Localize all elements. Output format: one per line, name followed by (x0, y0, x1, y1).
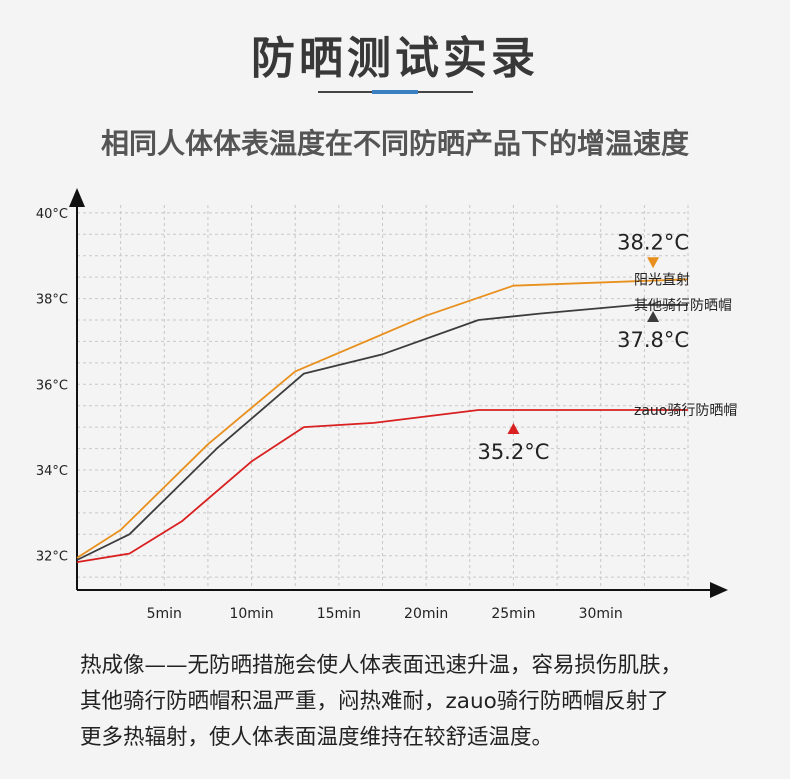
annotation-marker-2 (647, 311, 660, 322)
y-tick-label: 38°C (36, 293, 68, 308)
annotation-marker-3 (507, 423, 520, 434)
page-subtitle: 相同人体体表温度在不同防晒产品下的增温速度 (100, 127, 689, 160)
description-line-3: 更多热辐射，使人体表面温度维持在较舒适温度。 (80, 725, 554, 750)
x-tick-label: 15min (317, 606, 361, 622)
description-line-2: 其他骑行防晒帽积温严重，闷热难耐，zauo骑行防晒帽反射了 (80, 689, 669, 714)
x-tick-label: 10min (229, 606, 273, 622)
series-label-1: 阳光直射 (634, 271, 690, 288)
series-line-3 (76, 409, 688, 563)
annotation-marker-1 (647, 257, 660, 269)
y-tick-label: 32°C (36, 550, 68, 565)
series-label-2: 其他骑行防晒帽 (634, 298, 732, 314)
description-line-1: 热成像——无防晒措施会使人体表面迅速升温，容易损伤肌肤， (80, 653, 683, 678)
x-tick-label: 20min (404, 606, 448, 622)
x-tick-label: 25min (491, 606, 535, 622)
x-tick-label: 5min (147, 606, 182, 622)
temperature-chart: 32°C 34°C 36°C 38°C 40°C 5min 10min 15min 20min 2… (36, 188, 737, 622)
y-tick-label: 34°C (36, 464, 68, 479)
series-label-3: zauo骑行防晒帽 (634, 403, 737, 419)
description: 热成像——无防晒措施会使人体表面迅速升温，容易损伤肌肤， 其他骑行防晒帽积温严重… (80, 648, 760, 756)
series-line-2 (76, 304, 688, 561)
series-line-1 (76, 278, 689, 559)
y-tick-label: 36°C (36, 378, 68, 393)
title-divider-accent (372, 90, 418, 94)
x-axis-arrow (710, 582, 728, 598)
annotation-label-1: 38.2°C (617, 230, 689, 254)
y-tick-label: 40°C (36, 207, 68, 222)
annotation-label-3: 35.2°C (477, 440, 549, 464)
page-title: 防晒测试实录 (251, 33, 539, 84)
y-axis-arrow (69, 188, 85, 207)
annotation-label-2: 37.8°C (617, 328, 689, 352)
x-tick-label: 30min (579, 606, 623, 622)
